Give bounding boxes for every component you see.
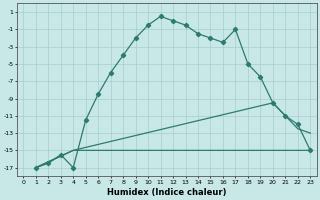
X-axis label: Humidex (Indice chaleur): Humidex (Indice chaleur) (107, 188, 227, 197)
